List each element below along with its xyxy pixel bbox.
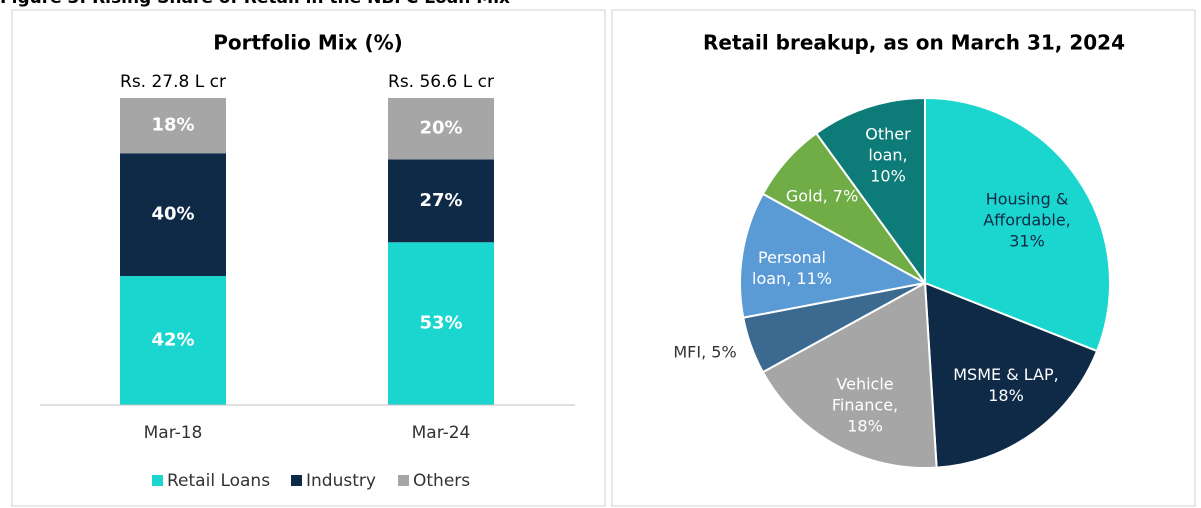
slice-label: Other loan, 10% [865, 124, 911, 186]
slice-label: Vehicle Finance, 18% [831, 374, 899, 436]
total-annotation: Rs. 56.6 L cr [388, 72, 494, 92]
pie-slice [739, 192, 928, 319]
bar-segment [388, 242, 494, 405]
bar-segment [120, 153, 226, 277]
slice-label: Housing & Affordable, 31% [983, 189, 1071, 251]
bar-segment [120, 276, 226, 405]
x-tick-label: Mar-24 [412, 423, 471, 443]
bar-segment [120, 98, 226, 154]
legend-label: Industry [306, 471, 376, 491]
chart-title: Portfolio Mix (%) [213, 31, 403, 55]
total-annotation: Rs. 27.8 L cr [120, 72, 226, 92]
slice-label: MFI, 5% [673, 342, 737, 362]
value-label: 42% [151, 330, 194, 351]
slice-label: Personal loan, 11% [752, 248, 832, 288]
pie-slice [923, 281, 1099, 469]
left-panel [11, 9, 606, 507]
value-label: 40% [151, 204, 194, 225]
slice-label: Gold, 7% [785, 186, 859, 206]
value-label: 27% [419, 190, 462, 211]
right-panel [611, 9, 1196, 507]
figure-caption: Figure 3: Rising Share of Retail in the … [0, 0, 510, 8]
pie-slice [924, 96, 1111, 353]
value-label: 20% [419, 118, 462, 139]
legend-label: Retail Loans [167, 471, 270, 491]
chart-title: Retail breakup, as on March 31, 2024 [703, 31, 1125, 55]
legend-label: Others [413, 471, 470, 491]
value-label: 53% [419, 313, 462, 334]
pie-slice [814, 96, 926, 287]
x-tick-label: Mar-18 [144, 423, 203, 443]
bar-segment [388, 159, 494, 243]
legend-swatch [398, 475, 409, 486]
value-label: 18% [151, 115, 194, 136]
slice-label: MSME & LAP, 18% [953, 365, 1059, 405]
legend-swatch [291, 475, 302, 486]
bar-segment [388, 98, 494, 160]
pie-slice [761, 281, 938, 469]
legend-swatch [152, 475, 163, 486]
